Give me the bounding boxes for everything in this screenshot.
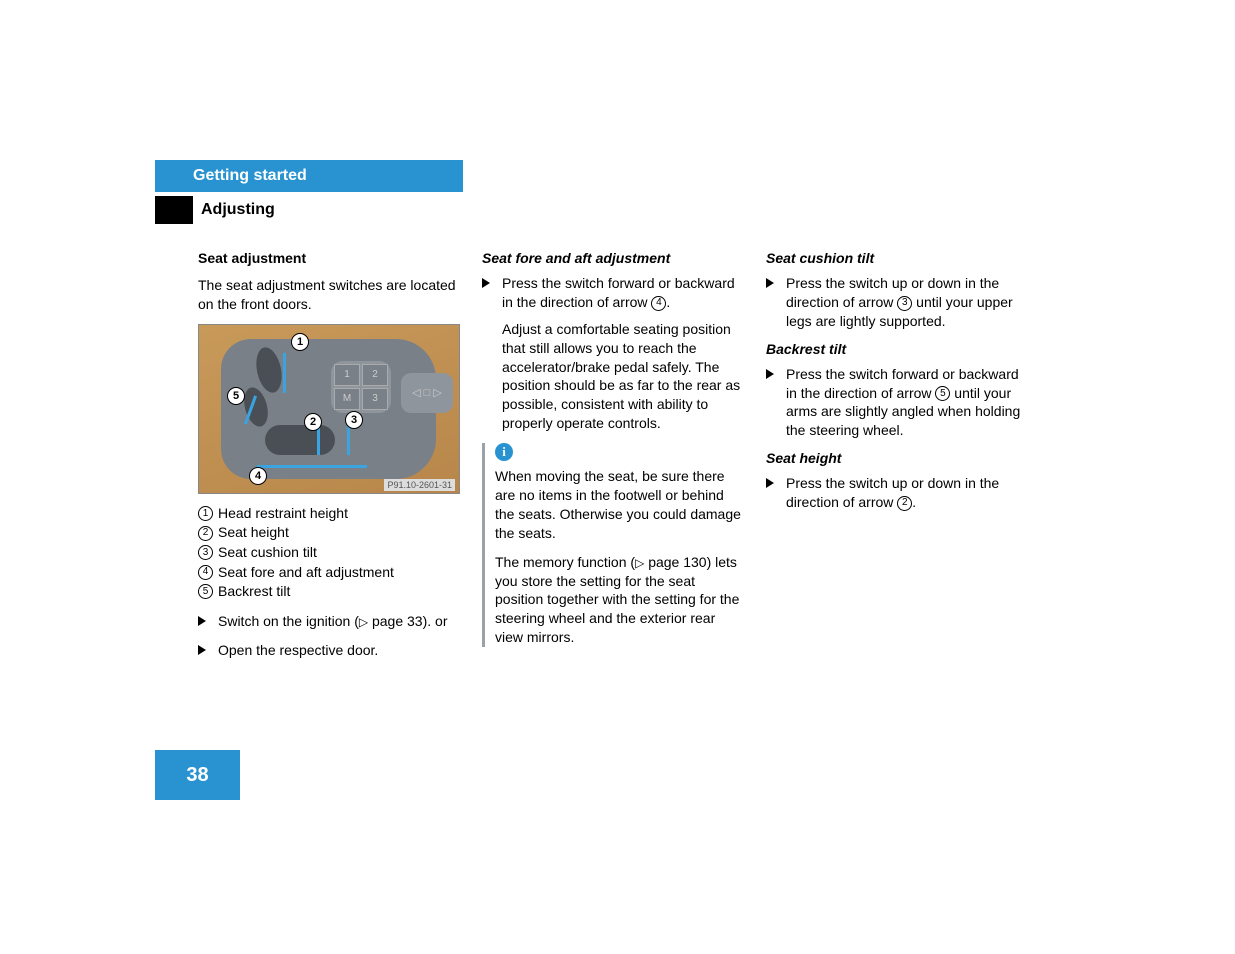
circled-3: 3 xyxy=(198,545,213,560)
step-text: Press the switch up or down in the direc… xyxy=(786,474,1028,512)
step-item: Press the switch forward or backward in … xyxy=(766,365,1028,441)
seat-switch-figure: 1 2 M 3 ◁ □ ▷ 1 5 2 3 4 P91.10-2601-31 xyxy=(198,324,460,494)
callout-1: 1 xyxy=(291,333,309,351)
callout-3: 3 xyxy=(345,411,363,429)
step-item: Press the switch forward or backward in … xyxy=(482,274,744,433)
page-body: Seat adjustment The seat adjustment swit… xyxy=(198,250,1048,670)
legend-label: Seat height xyxy=(218,523,289,543)
memory-pad: 1 2 M 3 xyxy=(331,361,391,413)
step-list: Press the switch up or down in the direc… xyxy=(766,274,1028,331)
legend-item: 4 Seat fore and aft adjustment xyxy=(198,563,460,583)
legend-label: Seat cushion tilt xyxy=(218,543,317,563)
mirror-pad: ◁ □ ▷ xyxy=(401,373,453,413)
step-item: Open the respective door. xyxy=(198,641,460,660)
backrest-tilt-title: Backrest tilt xyxy=(766,341,1028,357)
xref-icon: ▷ xyxy=(635,555,644,571)
triangle-icon xyxy=(198,645,206,655)
step-list: Press the switch forward or backward in … xyxy=(766,365,1028,441)
triangle-icon xyxy=(766,369,774,379)
cushion-switch xyxy=(265,425,335,455)
legend-label: Head restraint height xyxy=(218,504,348,524)
figure-code: P91.10-2601-31 xyxy=(384,479,455,491)
door-panel: 1 2 M 3 ◁ □ ▷ xyxy=(221,339,436,479)
page-number-box: 38 xyxy=(155,750,240,800)
cushion-tilt-title: Seat cushion tilt xyxy=(766,250,1028,266)
triangle-icon xyxy=(766,478,774,488)
triangle-icon xyxy=(482,278,490,288)
step-text: Press the switch up or down in the direc… xyxy=(786,274,1028,331)
step-text: Press the switch forward or backward in … xyxy=(502,274,744,433)
column-2: Seat fore and aft adjustment Press the s… xyxy=(482,250,744,670)
seat-adjustment-title: Seat adjustment xyxy=(198,250,460,266)
legend-label: Backrest tilt xyxy=(218,582,290,602)
info-icon: i xyxy=(495,443,513,461)
legend-item: 2 Seat height xyxy=(198,523,460,543)
chapter-title: Getting started xyxy=(193,167,307,185)
circled-5: 5 xyxy=(198,584,213,599)
step-list: Press the switch up or down in the direc… xyxy=(766,474,1028,512)
fore-aft-title: Seat fore and aft adjustment xyxy=(482,250,744,266)
legend-list: 1 Head restraint height 2 Seat height 3 Sea… xyxy=(198,504,460,602)
circled-ref: 4 xyxy=(651,296,666,311)
xref-icon: ▷ xyxy=(359,614,368,630)
callout-4: 4 xyxy=(249,467,267,485)
step-text: Open the respective door. xyxy=(218,641,378,660)
step-item: Switch on the ignition (▷ page 33). or xyxy=(198,612,460,631)
circled-ref: 3 xyxy=(897,296,912,311)
step-list: Press the switch forward or backward in … xyxy=(482,274,744,433)
section-header: Adjusting xyxy=(155,196,275,224)
head-restraint-switch xyxy=(252,345,285,395)
step-text: Press the switch forward or backward in … xyxy=(786,365,1028,441)
page-number: 38 xyxy=(186,764,208,787)
circled-4: 4 xyxy=(198,565,213,580)
step-text: Switch on the ignition (▷ page 33). or xyxy=(218,612,447,631)
legend-item: 5 Backrest tilt xyxy=(198,582,460,602)
section-title: Adjusting xyxy=(193,201,275,219)
info-note: i When moving the seat, be sure there ar… xyxy=(482,443,744,647)
legend-item: 1 Head restraint height xyxy=(198,504,460,524)
legend-label: Seat fore and aft adjustment xyxy=(218,563,394,583)
info-p1: When moving the seat, be sure there are … xyxy=(495,467,744,543)
circled-ref: 2 xyxy=(897,496,912,511)
triangle-icon xyxy=(766,278,774,288)
circled-1: 1 xyxy=(198,506,213,521)
callout-2: 2 xyxy=(304,413,322,431)
column-1: Seat adjustment The seat adjustment swit… xyxy=(198,250,460,670)
step-list: Switch on the ignition (▷ page 33). or O… xyxy=(198,612,460,660)
info-p2: The memory function (▷ page 130) lets yo… xyxy=(495,553,744,647)
callout-5: 5 xyxy=(227,387,245,405)
section-marker xyxy=(155,196,193,224)
step-item: Press the switch up or down in the direc… xyxy=(766,474,1028,512)
circled-ref: 5 xyxy=(935,386,950,401)
seat-adjustment-intro: The seat adjustment switches are located… xyxy=(198,276,460,314)
seat-height-title: Seat height xyxy=(766,450,1028,466)
step-item: Press the switch up or down in the direc… xyxy=(766,274,1028,331)
chapter-header: Getting started xyxy=(155,160,463,192)
triangle-icon xyxy=(198,616,206,626)
legend-item: 3 Seat cushion tilt xyxy=(198,543,460,563)
column-3: Seat cushion tilt Press the switch up or… xyxy=(766,250,1028,670)
circled-2: 2 xyxy=(198,526,213,541)
